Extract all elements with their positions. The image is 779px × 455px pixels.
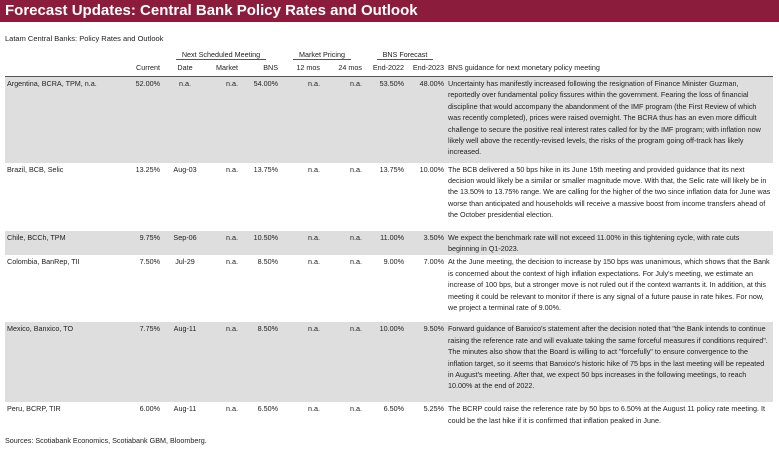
rate-cell: 6.50% <box>383 404 404 414</box>
rate-cell: n.a. <box>350 164 362 174</box>
rate-cell: n.a. <box>308 257 320 267</box>
rate-cell: 13.75% <box>379 164 404 174</box>
rate-cell: n.a. <box>308 404 320 414</box>
guidance-text: Forward guidance of Banxico's statement … <box>446 322 773 403</box>
guidance-text: At the June meeting, the decision to inc… <box>448 257 770 312</box>
rate-cell: 9.50% <box>406 322 446 403</box>
guidance-text: The BCRP could raise the reference rate … <box>448 404 765 425</box>
column-header: 12 mos <box>280 61 322 77</box>
column-header: 24 mos <box>322 61 364 77</box>
rate-cell: 52.00% <box>130 76 162 163</box>
rate-cell: 7.50% <box>139 257 160 267</box>
rate-cell: n.a. <box>308 164 320 174</box>
table-row: Colombia, BanRep, TII 7.50% Jul-29 n.a. 8.50… <box>5 255 773 322</box>
bank-name: Mexico, Banxico, TO <box>5 322 130 403</box>
rate-cell: 9.00% <box>383 257 404 267</box>
rate-cell: n.a. <box>322 230 364 256</box>
rate-cell: n.a. <box>350 257 362 267</box>
rate-cell: 9.75% <box>130 230 162 256</box>
table-row: Brazil, BCB, Selic 13.25% Aug-03 n.a. 13.75%… <box>5 163 773 231</box>
rate-cell: n.a. <box>208 322 240 403</box>
bank-name: Argentina, BCRA, TPM, n.a. <box>5 76 130 163</box>
bank-name: Colombia, BanRep, TII <box>7 257 80 267</box>
table-row: Peru, BCRP, TIR 6.00% Aug-11 n.a. 6.50% n.a. n… <box>5 402 773 427</box>
rate-cell: n.a. <box>208 76 240 163</box>
group-header-row: Next Scheduled Meeting Market Pricing BN… <box>5 44 773 61</box>
guidance-text: Uncertainty has manifestly increased fol… <box>446 76 773 163</box>
group-header: Market Pricing <box>293 50 351 60</box>
column-header: End-2023 <box>406 61 446 77</box>
column-header: BNS guidance for next monetary policy me… <box>446 61 773 77</box>
column-header: Market <box>208 61 240 77</box>
bank-name: Chile, BCCh, TPM <box>5 230 130 256</box>
rate-cell: 48.00% <box>406 76 446 163</box>
rate-cell: 3.50% <box>406 230 446 256</box>
rate-cell: 11.00% <box>364 230 406 256</box>
rate-cell: n.a. <box>226 164 238 174</box>
rate-cell: 10.00% <box>364 322 406 403</box>
rate-cell: 8.50% <box>257 257 278 267</box>
rates-table: Next Scheduled Meeting Market Pricing BN… <box>5 44 773 427</box>
rate-cell: n.a. <box>322 76 364 163</box>
rate-cell: 6.50% <box>257 404 278 414</box>
rate-cell: 10.00% <box>419 164 444 174</box>
column-header: BNS <box>240 61 280 77</box>
title: Forecast Updates: Central Bank Policy Ra… <box>0 0 779 22</box>
rate-cell: 7.00% <box>423 257 444 267</box>
bank-name: Brazil, BCB, Selic <box>7 164 64 174</box>
rate-cell: 53.50% <box>364 76 406 163</box>
rate-cell: n.a. <box>208 230 240 256</box>
rate-cell: n.a. <box>162 76 208 163</box>
sources: Sources: Scotiabank Economics, Scotiaban… <box>5 436 207 446</box>
column-header: Date <box>162 61 208 77</box>
table-row: Chile, BCCh, TPM 9.75% Sep-06 n.a. 10.50% n.a… <box>5 230 773 256</box>
table-row: Argentina, BCRA, TPM, n.a. 52.00% n.a. n.a.… <box>5 76 773 163</box>
guidance-text: We expect the benchmark rate will not ex… <box>446 230 773 256</box>
rate-cell: n.a. <box>280 322 322 403</box>
rate-cell: 5.25% <box>423 404 444 414</box>
column-header: End-2022 <box>364 61 406 77</box>
rate-cell: n.a. <box>322 322 364 403</box>
rate-cell: 13.75% <box>253 164 278 174</box>
guidance-text: The BCB delivered a 50 bps hike in its J… <box>448 164 771 220</box>
column-header <box>5 61 130 77</box>
rate-cell: 54.00% <box>240 76 280 163</box>
rate-cell: 13.25% <box>135 164 160 174</box>
subtitle: Latam Central Banks: Policy Rates and Ou… <box>5 34 164 43</box>
table-row: Mexico, Banxico, TO 7.75% Aug-11 n.a. 8.50% n… <box>5 322 773 403</box>
group-header: BNS Forecast <box>376 50 434 60</box>
rate-cell: n.a. <box>226 404 238 414</box>
column-header: Current <box>130 61 162 77</box>
rate-cell: n.a. <box>280 76 322 163</box>
group-header: Next Scheduled Meeting <box>175 50 267 60</box>
column-header-row: Current Date Market BNS 12 mos 24 mos End-2022… <box>5 61 773 77</box>
rate-cell: Aug-11 <box>162 322 208 403</box>
rate-cell: 8.50% <box>240 322 280 403</box>
bank-name: Peru, BCRP, TIR <box>7 404 61 414</box>
rate-cell: n.a. <box>280 230 322 256</box>
rate-cell: 6.00% <box>139 404 160 414</box>
rate-cell: n.a. <box>350 404 362 414</box>
rate-cell: 10.50% <box>240 230 280 256</box>
rate-cell: n.a. <box>226 257 238 267</box>
rate-cell: Aug-03 <box>173 164 197 174</box>
rate-cell: 7.75% <box>130 322 162 403</box>
rate-cell: Sep-06 <box>162 230 208 256</box>
rate-cell: Aug-11 <box>173 404 197 414</box>
rate-cell: Jul-29 <box>175 257 195 267</box>
